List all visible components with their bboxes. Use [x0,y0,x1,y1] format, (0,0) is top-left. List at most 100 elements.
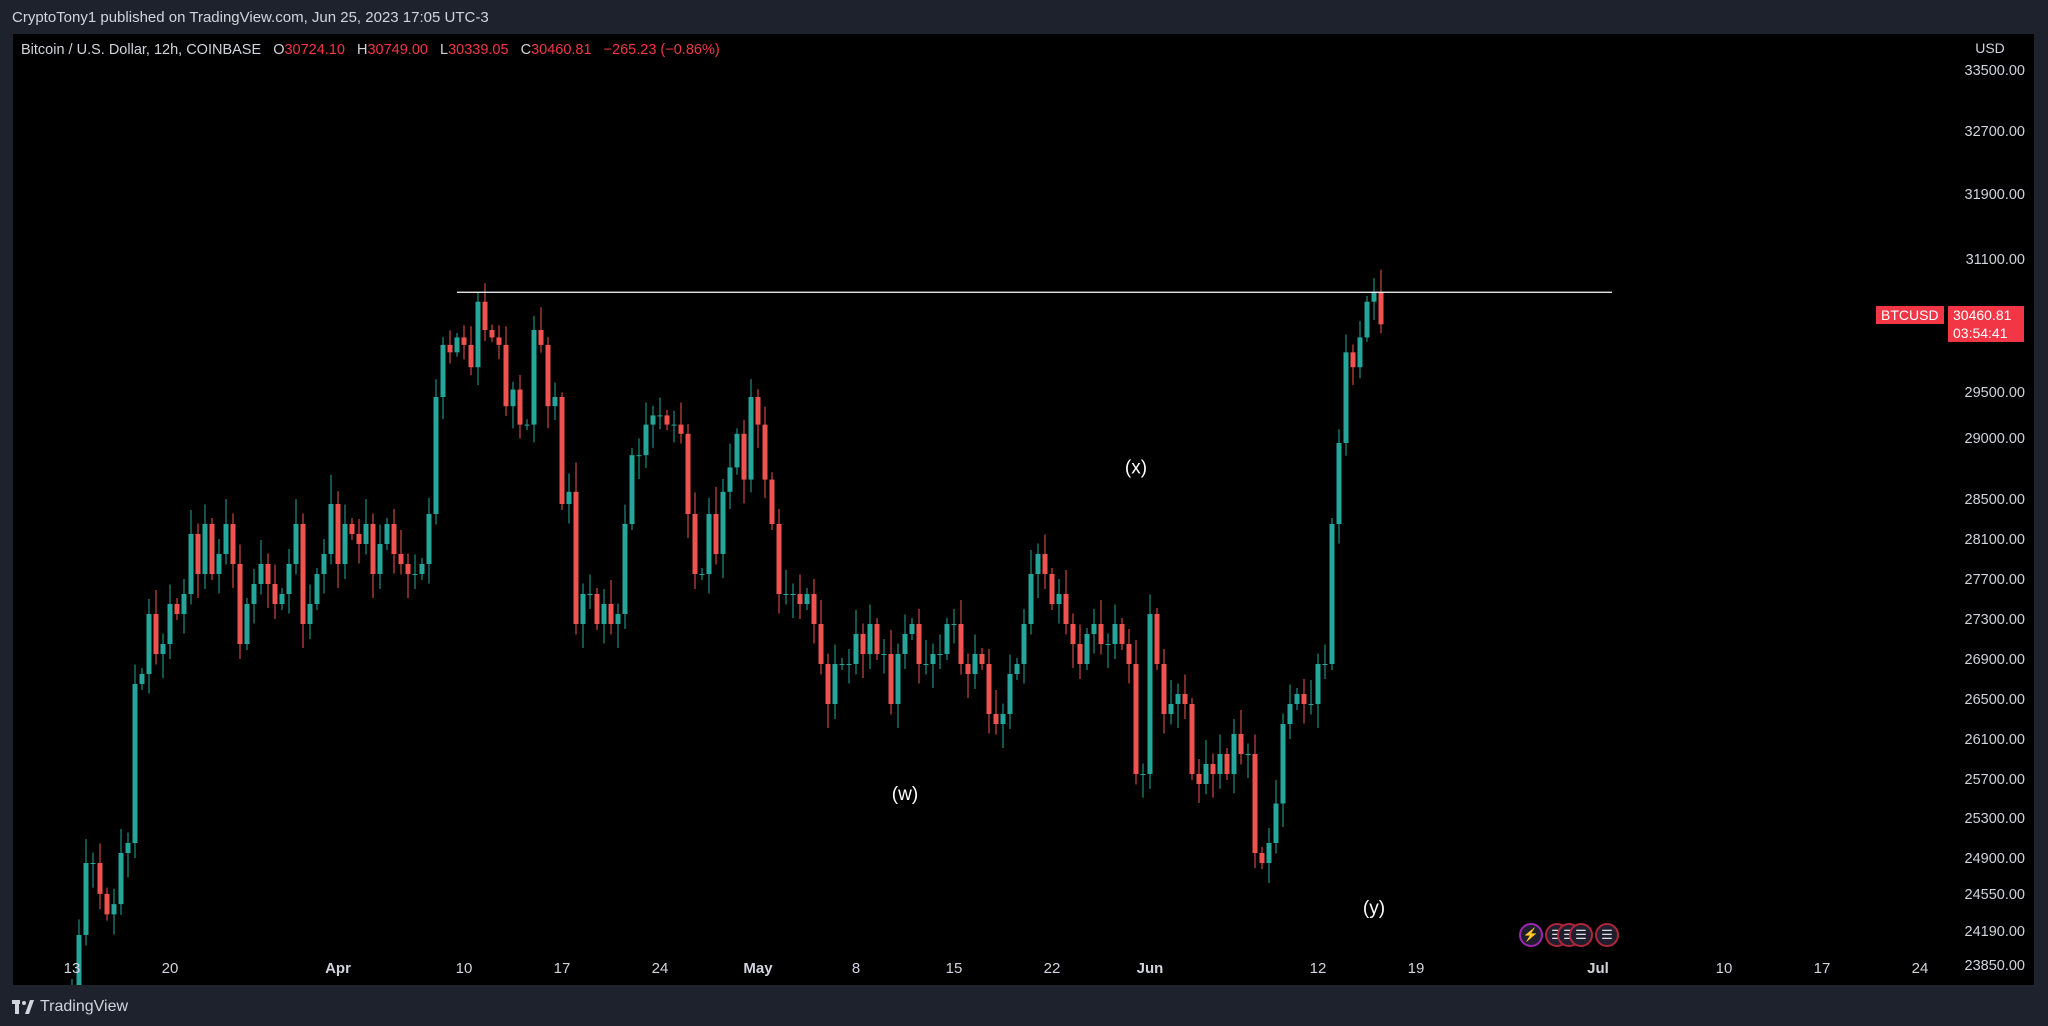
us-flag-icon[interactable]: ☰ [1595,923,1619,947]
candle-body [895,654,901,704]
tradingview-logo[interactable]: TradingView [12,998,128,1016]
time-axis[interactable]: 13 20 Apr 10 17 24 May 8 15 22 Jun 12 19 Jul 10 17 24 [64,960,1929,977]
price-axis[interactable]: USD 23850.00 24190.00 24550.00 24900.00 25300… [1965,40,2025,974]
candle-body [706,514,712,574]
candle-body [1217,754,1223,774]
low-label: L [439,42,449,58]
candle-body [545,344,551,407]
candle-body [1182,694,1188,704]
candle-body [321,554,327,574]
candle-body [335,504,341,564]
brand-name: TradingView [40,998,129,1015]
candle-body [139,674,145,684]
candle-body [76,934,82,985]
candle-body [594,594,600,624]
candle-body [1315,664,1321,704]
candle-body [853,634,859,664]
low-value: 30339.05 [448,42,509,58]
x-tick-label: Apr [325,960,351,977]
candle-body [1077,644,1083,664]
candle-body [188,534,194,594]
candle-body [342,524,348,564]
y-tick-label: 23850.00 [1965,958,2025,974]
candle-body [762,424,768,480]
y-tick-label: 29500.00 [1965,385,2025,401]
candle-body [1371,292,1377,302]
candle-body [160,644,166,654]
candle-body [265,564,271,584]
x-tick-label: 15 [946,960,963,977]
candle-body [279,594,285,604]
candle-body [748,397,754,480]
chart-pane[interactable]: (w) (x) (y) USD 23850.00 24190.00 24550.00 249… [13,34,2034,985]
x-tick-label: 13 [64,960,81,977]
candle-body [258,564,264,584]
candle-body [503,344,509,407]
candle-body [419,564,425,574]
candle-body [1189,704,1195,774]
candle-body [650,415,656,425]
x-tick-label: 24 [1912,960,1929,977]
candle-body [1105,644,1111,645]
candle-body [1259,853,1265,863]
candle-body [1091,624,1097,634]
candle-body [993,714,999,724]
lightning-icon[interactable]: ⚡ [1519,923,1543,947]
candle-body [146,614,152,674]
y-tick-label: 27300.00 [1965,612,2025,628]
candle-body [209,524,215,574]
candle-body [1098,624,1104,644]
candle-body [328,504,334,554]
x-tick-label: Jun [1137,960,1164,977]
candle-body [216,554,222,574]
wave-label: (x) [1125,458,1147,479]
candle-body [1238,734,1244,754]
candle-body [251,584,257,604]
candle-body [1364,301,1370,338]
candle-body [727,467,733,492]
candle-body [1056,594,1062,604]
candle-body [580,594,586,624]
candle-body [797,594,803,604]
open-value: 30724.10 [284,42,345,58]
candle-body [461,337,467,345]
price-chart[interactable]: (w) (x) (y) USD 23850.00 24190.00 24550.00 249… [13,34,2034,985]
candle-body [167,604,173,644]
candle-body [1133,664,1139,774]
candle-body [538,330,544,345]
candle-body [517,389,523,425]
x-tick-label: 22 [1044,960,1061,977]
candle-body [1112,624,1118,644]
candle-body [930,654,936,664]
x-tick-label: 20 [162,960,179,977]
x-tick-label: 17 [554,960,571,977]
candle-body [286,564,292,594]
y-tick-label: 32700.00 [1965,124,2025,140]
candle-body [307,604,313,624]
candle-body [811,594,817,624]
us-flag-icon[interactable]: ☰ [1569,923,1593,947]
candle-body [398,554,404,564]
footer-bar: TradingView [0,985,2048,1026]
candle-body [174,604,180,614]
candle-body [97,863,103,894]
candle-body [384,524,390,544]
candle-body [951,624,957,625]
candle-body [1000,714,1006,724]
symbol-legend: Bitcoin / U.S. Dollar, 12h, COINBASE O30… [21,42,720,58]
high-label: H [356,42,368,58]
candle-body [552,397,558,407]
candle-body [699,574,705,575]
candle-body [433,397,439,514]
candle-body [720,491,726,554]
economic-events[interactable]: ⚡ ☰ ☰ ☰ ☰ [1519,923,1619,947]
candle-body [293,524,299,564]
candle-body [1224,754,1230,774]
y-tick-label: 24550.00 [1965,887,2025,903]
candle-body [230,524,236,564]
candle-body [1273,803,1279,843]
open-label: O [273,42,285,58]
candle-body [125,843,131,853]
candle-body [643,424,649,456]
candle-body [1329,524,1335,664]
